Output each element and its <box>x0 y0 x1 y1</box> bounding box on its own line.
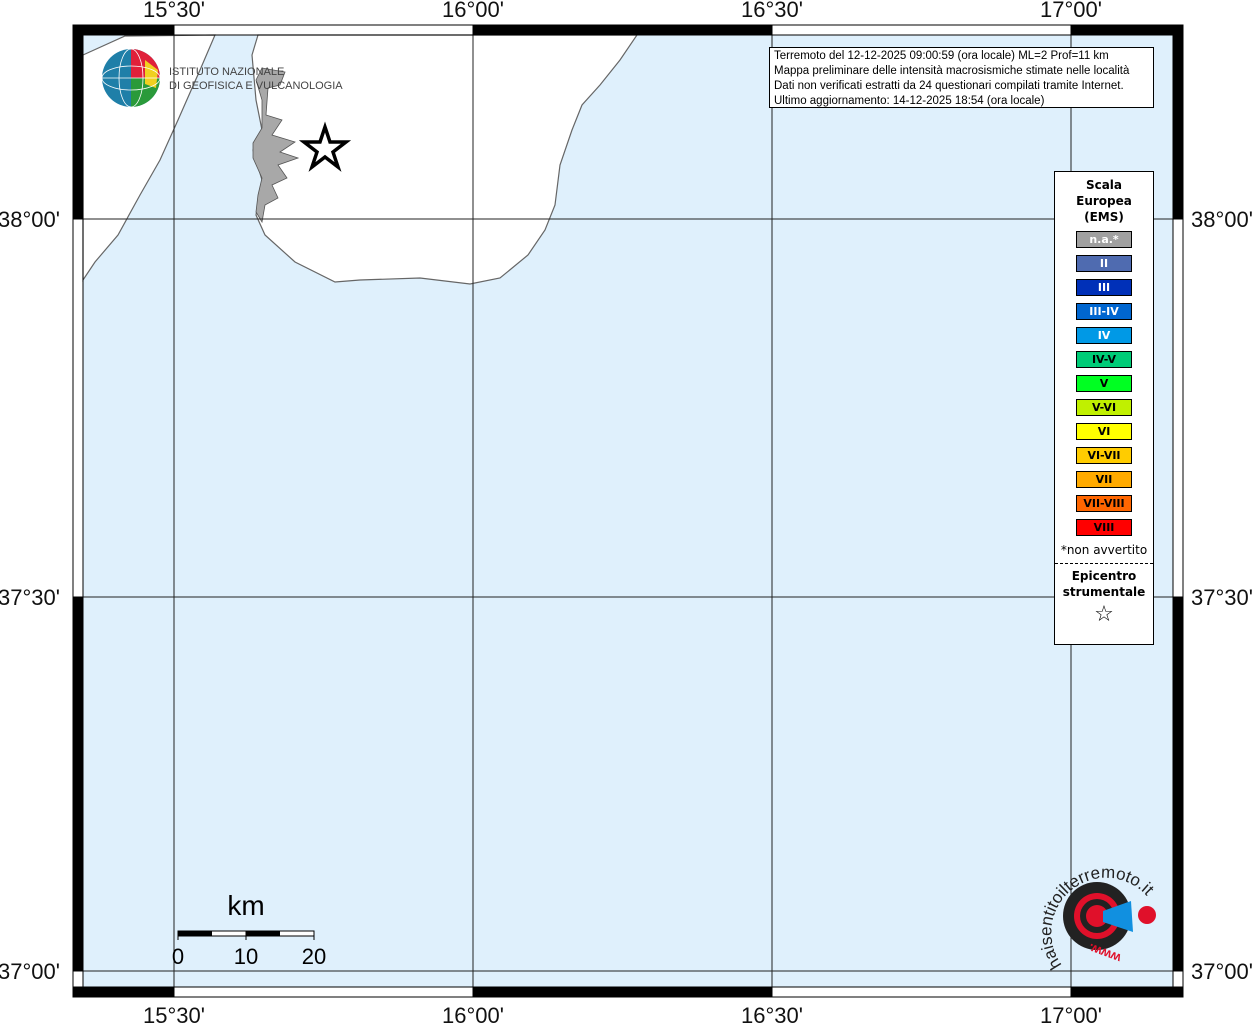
lon-label: 16°30' <box>741 0 803 22</box>
lat-label: 37°00' <box>0 959 60 984</box>
legend-swatch: VI-VII <box>1076 447 1132 464</box>
legend-swatch: VII-VIII <box>1076 495 1132 512</box>
scale-tick: 0 <box>172 944 184 969</box>
event-info-line: Ultimo aggiornamento: 14-12-2025 18:54 (… <box>774 95 1045 107</box>
ingv-logo: ISTITUTO NAZIONALE DI GEOFISICA E VULCAN… <box>101 48 343 108</box>
lat-label: 38°00' <box>0 207 60 232</box>
legend-swatch: n.a.* <box>1076 231 1132 248</box>
lon-label: 16°00' <box>442 1003 504 1024</box>
legend-swatch: II <box>1076 255 1132 272</box>
legend-star-icon: ☆ <box>1094 602 1114 627</box>
legend-swatch: III <box>1076 279 1132 296</box>
legend-epicenter-label: Epicentro strumentale <box>1055 568 1153 600</box>
map-frame <box>72 24 1184 998</box>
legend-swatches: n.a.* II III III-IV IV IV-V V V-VI VI VI-VII VII VI… <box>1055 231 1153 536</box>
ingv-logo-line1: ISTITUTO NAZIONALE <box>169 66 284 78</box>
event-info-line: Dati non verificati estratti da 24 quest… <box>774 80 1124 92</box>
ingv-logo-line2: DI GEOFISICA E VULCANOLOGIA <box>169 80 343 92</box>
sea <box>83 35 1173 987</box>
legend-epicenter-line: strumentale <box>1062 585 1146 599</box>
lat-labels-left: 38°00' 37°30' 37°00' <box>0 207 60 984</box>
legend-title-line: Scala <box>1085 178 1123 192</box>
legend-title: Scala Europea (EMS) <box>1055 177 1153 225</box>
lat-label: 37°00' <box>1191 959 1253 984</box>
event-info-line: Terremoto del 12-12-2025 09:00:59 (ora l… <box>774 50 1109 62</box>
lon-label: 17°00' <box>1040 0 1102 22</box>
scale-tick: 10 <box>234 944 258 969</box>
legend-epicenter-line: Epicentro <box>1071 569 1137 583</box>
legend-swatch: VI <box>1076 423 1132 440</box>
lon-label: 15°30' <box>143 0 205 22</box>
legend-swatch: V-VI <box>1076 399 1132 416</box>
epicenter-star-icon <box>298 121 352 172</box>
lat-label: 38°00' <box>1191 207 1253 232</box>
legend-divider <box>1055 563 1153 564</box>
legend-title-line: Europea <box>1076 194 1132 208</box>
lon-labels-top: 15°30' 16°00' 16°30' 17°00' <box>143 0 1102 22</box>
felt-area <box>252 67 300 224</box>
legend-swatch: VIII <box>1076 519 1132 536</box>
lon-label: 16°00' <box>442 0 504 22</box>
legend-swatch: IV-V <box>1076 351 1132 368</box>
lon-label: 17°00' <box>1040 1003 1102 1024</box>
legend-swatch: IV <box>1076 327 1132 344</box>
legend-title-line: (EMS) <box>1084 210 1124 224</box>
hsi-logo: haisentitoilterremoto.it www. <box>1036 863 1158 973</box>
legend-swatch: VII <box>1076 471 1132 488</box>
scale-tick: 20 <box>302 944 326 969</box>
event-info-box: Terremoto del 12-12-2025 09:00:59 (ora l… <box>769 47 1154 108</box>
lat-label: 37°30' <box>1191 585 1253 610</box>
legend-swatch: III-IV <box>1076 303 1132 320</box>
lat-label: 37°30' <box>0 585 60 610</box>
lon-label: 15°30' <box>143 1003 205 1024</box>
scale-unit: km <box>227 890 264 921</box>
ems-legend: Scala Europea (EMS) n.a.* II III III-IV IV IV… <box>1054 171 1154 645</box>
lon-label: 16°30' <box>741 1003 803 1024</box>
legend-swatch: V <box>1076 375 1132 392</box>
event-info-line: Mappa preliminare delle intensità macros… <box>774 65 1130 77</box>
scale-bar: km 0 10 20 <box>172 890 326 969</box>
lon-labels-bottom: 15°30' 16°00' 16°30' 17°00' <box>143 1003 1102 1024</box>
lat-labels-right: 38°00' 37°30' 37°00' <box>1191 207 1253 984</box>
legend-note: *non avvertito <box>1060 543 1148 557</box>
